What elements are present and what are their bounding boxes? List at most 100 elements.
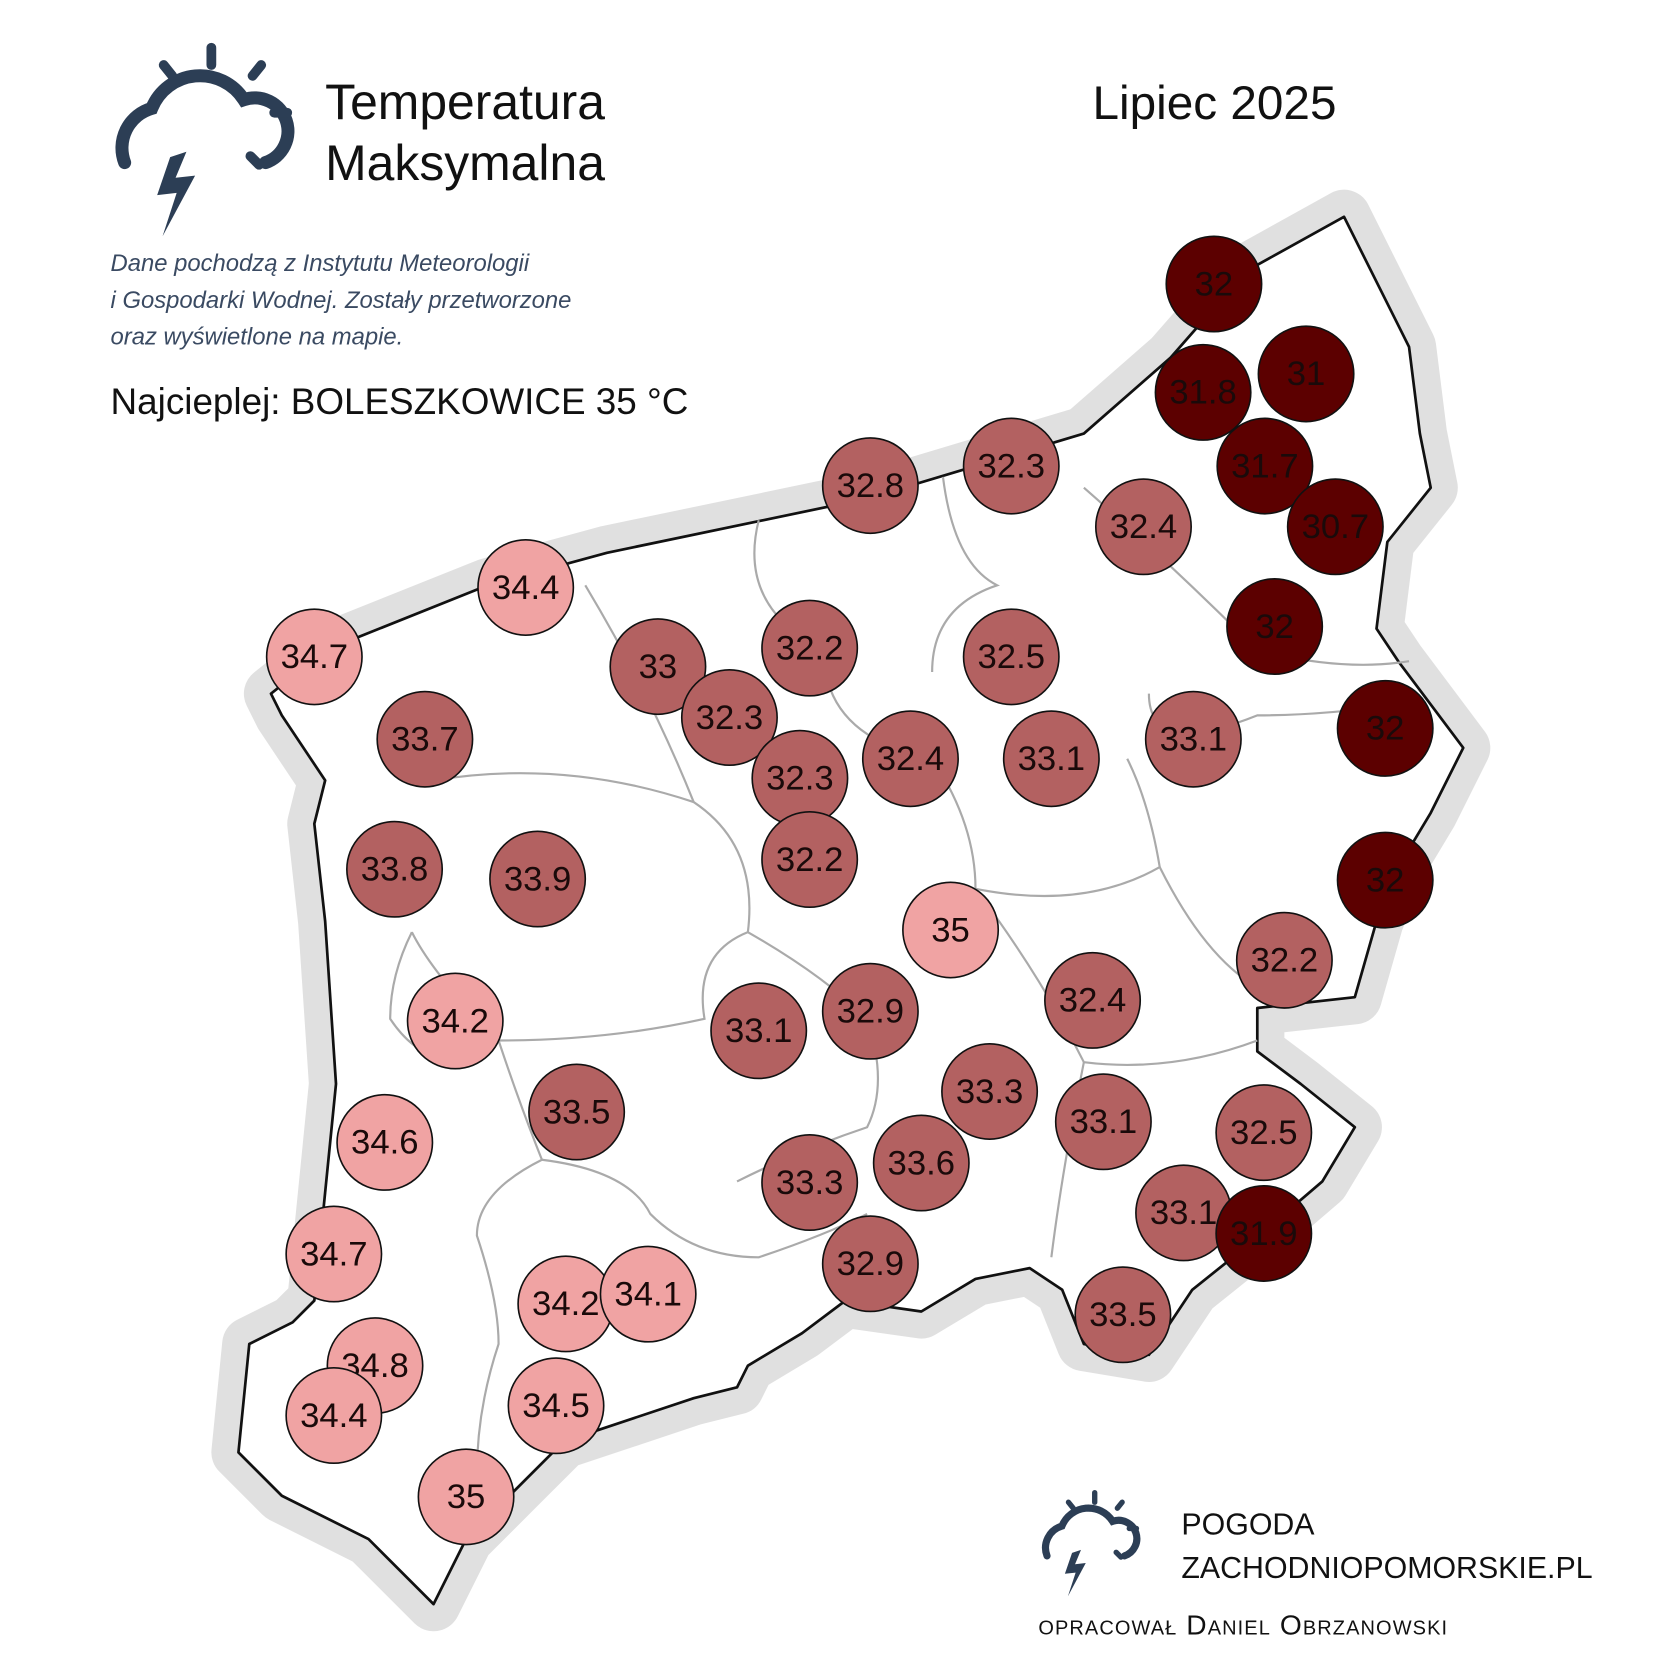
station-marker: 34.7 — [265, 608, 363, 706]
station-marker: 31.8 — [1154, 343, 1252, 441]
station-circle — [489, 830, 587, 928]
station-value: 32 — [1195, 265, 1234, 303]
station-marker: 33.6 — [872, 1114, 970, 1212]
station-marker: 33 — [609, 618, 707, 716]
station-marker: 33.5 — [528, 1063, 626, 1161]
station-circle — [376, 690, 474, 788]
station-circle — [761, 599, 859, 697]
station-circle — [962, 417, 1060, 515]
station-circle — [609, 618, 707, 716]
station-value: 32.9 — [837, 993, 904, 1031]
station-marker: 32.4 — [1094, 478, 1192, 576]
station-circle — [761, 1134, 859, 1232]
station-circle — [1286, 478, 1384, 576]
station-value: 33 — [639, 648, 678, 686]
station-value: 33.7 — [391, 721, 458, 759]
station-value: 32 — [1366, 861, 1405, 899]
station-value: 32.8 — [837, 467, 904, 505]
description-line: Dane pochodzą z Instytutu Meteorologii — [111, 250, 530, 277]
station-value: 34.5 — [522, 1387, 589, 1425]
station-value: 33.3 — [956, 1073, 1023, 1111]
station-marker: 32.4 — [861, 710, 959, 808]
station-marker: 32.2 — [761, 599, 859, 697]
station-marker: 32.3 — [680, 669, 778, 767]
station-circle — [507, 1357, 605, 1455]
station-circle — [285, 1367, 383, 1465]
station-value: 33.1 — [1150, 1194, 1217, 1232]
station-circle — [1002, 710, 1100, 808]
station-circle — [872, 1114, 970, 1212]
station-marker: 34.7 — [285, 1205, 383, 1303]
station-marker: 33.3 — [761, 1134, 859, 1232]
station-marker: 32.3 — [962, 417, 1060, 515]
station-marker: 33.9 — [489, 830, 587, 928]
station-value: 35 — [447, 1478, 486, 1516]
station-value: 32.3 — [978, 447, 1045, 485]
station-circle — [861, 710, 959, 808]
station-marker: 34.6 — [336, 1093, 434, 1191]
station-marker: 33.1 — [1144, 690, 1242, 788]
title-line: Temperatura — [325, 74, 605, 130]
station-value: 34.2 — [532, 1285, 599, 1323]
station-value: 33.1 — [1018, 740, 1085, 778]
station-value: 33.1 — [1160, 721, 1227, 759]
station-value: 34.2 — [421, 1002, 488, 1040]
station-value: 32.5 — [1230, 1114, 1297, 1152]
station-circle — [477, 538, 575, 636]
station-marker: 31.9 — [1215, 1184, 1313, 1282]
station-circle — [1094, 478, 1192, 576]
station-marker: 32.9 — [821, 1215, 919, 1313]
brand-line: ZACHODNIOPOMORSKIE.PL — [1181, 1552, 1592, 1585]
station-value: 32.4 — [877, 740, 944, 778]
station-value: 33.5 — [1089, 1296, 1156, 1334]
station-value: 31.7 — [1231, 447, 1298, 485]
station-value: 34.6 — [351, 1124, 418, 1162]
station-circle — [417, 1448, 515, 1546]
station-value: 32.4 — [1059, 982, 1126, 1020]
station-marker: 32 — [1165, 235, 1263, 333]
station-circle — [962, 608, 1060, 706]
station-marker: 35 — [417, 1448, 515, 1546]
station-value: 32.2 — [776, 629, 843, 667]
station-circle — [1215, 1184, 1313, 1282]
station-marker: 32.8 — [821, 437, 919, 535]
station-circle — [902, 881, 1000, 979]
station-circle — [1054, 1073, 1152, 1171]
station-value: 34.4 — [300, 1397, 367, 1435]
station-marker: 32 — [1226, 577, 1324, 675]
footer-logo — [1046, 1493, 1137, 1597]
station-circle — [1226, 577, 1324, 675]
station-marker: 34.4 — [477, 538, 575, 636]
station-marker: 32.9 — [821, 962, 919, 1060]
station-value: 34.1 — [614, 1275, 681, 1313]
station-marker: 32.2 — [1235, 911, 1333, 1009]
markers-layer: 32 31 31.8 31.730.7 32.3 32.8 32.4 34.4 34.7 33 32… — [265, 235, 1434, 1546]
station-marker: 34.4 — [285, 1367, 383, 1465]
station-circle — [680, 669, 778, 767]
station-marker: 34.2 — [517, 1255, 615, 1353]
station-marker: 33.3 — [941, 1042, 1039, 1140]
station-circle — [406, 972, 504, 1070]
station-value: 30.7 — [1302, 508, 1369, 546]
station-circle — [1216, 417, 1314, 515]
author: opracował Daniel Obrzanowski — [1038, 1608, 1448, 1640]
station-value: 33.8 — [361, 851, 428, 889]
station-marker: 31.7 — [1216, 417, 1314, 515]
station-marker: 32.3 — [751, 729, 849, 827]
station-value: 32.4 — [1110, 508, 1177, 546]
station-circle — [1257, 325, 1355, 423]
station-circle — [761, 811, 859, 909]
station-marker: 33.1 — [710, 982, 808, 1080]
station-value: 32.2 — [776, 841, 843, 879]
station-marker: 33.1 — [1054, 1073, 1152, 1171]
station-value: 35 — [931, 911, 970, 949]
station-marker: 32.5 — [1215, 1084, 1313, 1182]
station-marker: 34.1 — [599, 1245, 697, 1343]
station-marker: 30.7 — [1286, 478, 1384, 576]
station-value: 32.3 — [766, 760, 833, 798]
station-circle — [821, 962, 919, 1060]
title-line: Maksymalna — [325, 135, 605, 191]
station-marker: 34.5 — [507, 1357, 605, 1455]
